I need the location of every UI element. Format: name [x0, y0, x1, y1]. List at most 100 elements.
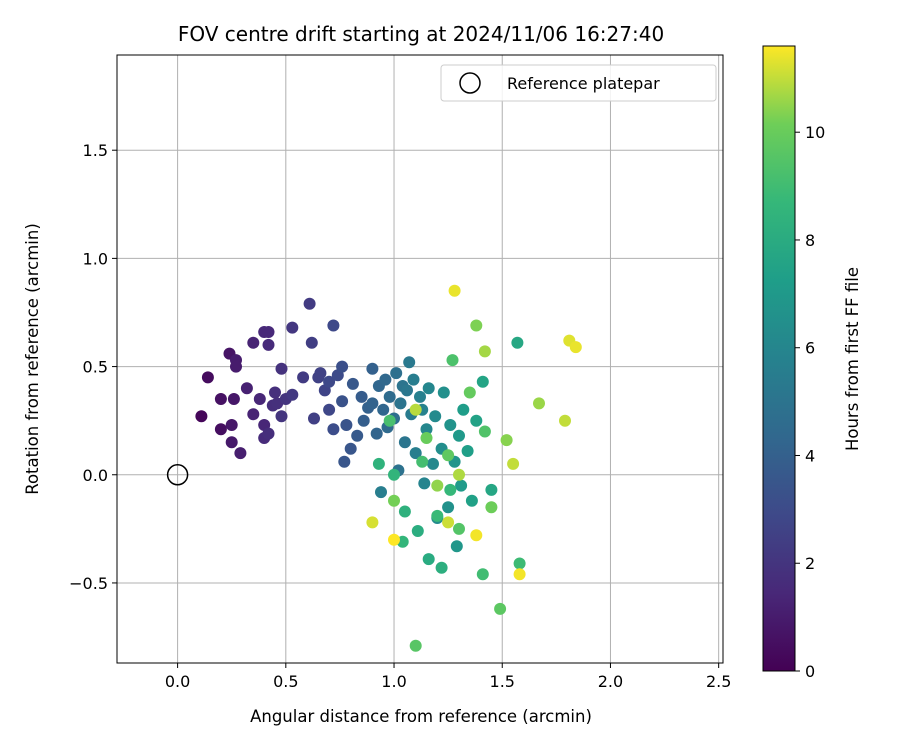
x-tick-label: 0.5: [273, 672, 298, 691]
data-point: [227, 393, 240, 405]
data-point: [357, 414, 370, 427]
data-point: [275, 410, 288, 423]
data-point: [478, 425, 491, 438]
data-point: [370, 427, 383, 440]
plot-area: [117, 55, 723, 663]
data-point: [442, 516, 455, 529]
data-point: [470, 529, 483, 542]
data-points: [195, 284, 582, 652]
data-point: [286, 321, 299, 334]
data-point: [476, 375, 489, 388]
data-point: [476, 568, 489, 581]
data-point: [201, 371, 214, 384]
data-point: [463, 386, 476, 399]
data-point: [437, 386, 450, 399]
data-point: [377, 403, 390, 416]
data-point: [225, 419, 238, 431]
data-point: [409, 403, 422, 416]
data-point: [262, 338, 275, 351]
legend-entry-reference-platepar: Reference platepar: [507, 74, 660, 93]
plot-frame: [116, 54, 724, 664]
data-point: [457, 403, 470, 416]
data-point: [262, 326, 275, 338]
colorbar-tick-label: 6: [805, 339, 815, 358]
data-point: [453, 429, 465, 442]
data-point: [388, 468, 400, 481]
data-point: [323, 375, 336, 388]
data-point: [195, 410, 208, 423]
x-tick-label: 1.5: [490, 672, 515, 691]
x-tick-label: 0.0: [165, 672, 190, 691]
data-point: [444, 483, 457, 496]
data-point: [407, 373, 420, 386]
colorbar-ticks: 0 2 4 6 8 10: [795, 123, 825, 681]
data-point: [340, 419, 353, 431]
data-point: [446, 354, 459, 367]
data-point: [448, 284, 461, 297]
legend-marker: [459, 72, 481, 94]
data-point: [308, 412, 320, 425]
data-point: [409, 447, 422, 460]
data-point: [414, 390, 426, 403]
data-point: [422, 382, 435, 395]
x-tick-label: 2.0: [598, 672, 623, 691]
x-axis-label: Angular distance from reference (arcmin): [250, 707, 592, 726]
data-point: [453, 468, 465, 481]
colorbar-gradient: [762, 45, 796, 672]
data-point: [275, 362, 288, 375]
colorbar: 0 2 4 6 8 10 Hours from first FF file: [762, 45, 862, 681]
data-point: [420, 423, 433, 436]
data-point: [305, 336, 318, 349]
data-point: [388, 494, 400, 507]
data-point: [500, 434, 513, 447]
data-point: [398, 436, 411, 449]
data-point: [372, 457, 385, 470]
data-point: [336, 395, 349, 408]
data-point: [346, 377, 359, 390]
data-point: [427, 457, 439, 470]
data-point: [344, 442, 357, 455]
reference-platepar-marker: [166, 464, 189, 486]
y-tick-label: 0.5: [83, 358, 108, 377]
data-point: [375, 486, 387, 499]
data-point: [453, 522, 465, 535]
y-tick-label: 0.0: [83, 466, 108, 485]
data-point: [507, 457, 520, 470]
data-point: [431, 479, 444, 492]
data-point: [379, 373, 392, 386]
data-point: [416, 455, 429, 468]
data-point: [461, 445, 474, 457]
colorbar-tick-label: 8: [805, 231, 815, 250]
data-point: [435, 561, 448, 574]
chart-title: FOV centre drift starting at 2024/11/06 …: [178, 22, 664, 46]
data-point: [327, 423, 340, 436]
data-point: [286, 388, 299, 401]
data-point: [398, 505, 411, 518]
data-point: [409, 639, 422, 652]
data-point: [366, 516, 379, 529]
data-point: [240, 382, 253, 395]
data-point: [420, 432, 433, 444]
data-point: [494, 602, 507, 615]
data-point: [442, 501, 455, 514]
data-point: [388, 533, 400, 546]
data-point: [351, 429, 364, 442]
data-point: [429, 410, 442, 423]
data-point: [338, 455, 351, 468]
data-point: [355, 390, 368, 403]
data-point: [262, 427, 275, 440]
data-point: [323, 403, 336, 416]
data-point: [297, 371, 310, 384]
x-tick-label: 2.5: [706, 672, 731, 691]
data-point: [511, 336, 524, 349]
data-point: [394, 397, 407, 410]
y-tick-label: −0.5: [69, 574, 108, 593]
colorbar-tick-label: 4: [805, 446, 815, 465]
data-point: [411, 525, 424, 537]
legend: Reference platepar: [440, 64, 717, 102]
colorbar-label: Hours from first FF file: [843, 267, 862, 451]
data-point: [303, 297, 316, 310]
data-point: [559, 414, 571, 427]
data-point: [513, 568, 526, 581]
